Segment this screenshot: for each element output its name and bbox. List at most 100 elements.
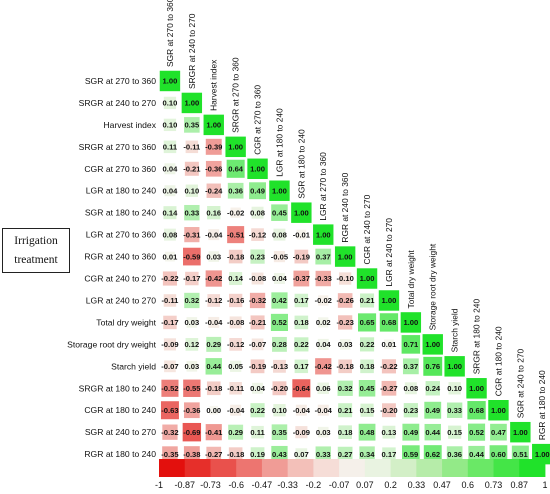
cell-value: 0.45 (360, 384, 376, 393)
cell-value: 0.32 (338, 384, 353, 393)
heatmap-cell (186, 361, 198, 372)
heatmap-cell (488, 400, 509, 421)
heatmap-cell (203, 114, 224, 136)
heatmap-cell (183, 446, 200, 463)
heatmap-cell (205, 270, 222, 287)
heatmap-cell (160, 401, 179, 420)
heatmap-cell (165, 251, 175, 262)
heatmap-cell (379, 313, 399, 332)
cell-value: -0.10 (336, 274, 353, 283)
heatmap-cell (315, 248, 332, 265)
cell-value: 0.01 (163, 252, 179, 261)
legend-swatch (390, 459, 417, 477)
cell-value: 0.22 (360, 340, 375, 349)
heatmap-cell (209, 405, 219, 415)
cell-value: -0.51 (227, 230, 245, 239)
heatmap-cell (295, 404, 307, 416)
cell-value: -0.16 (227, 296, 244, 305)
heatmap-cell (163, 96, 177, 110)
cell-value: 1.00 (382, 296, 397, 305)
heatmap-cell (315, 358, 332, 375)
legend-tick-label: -0.2 (306, 480, 322, 490)
cell-value: -0.37 (293, 274, 310, 283)
cell-value: 0.65 (360, 318, 376, 327)
legend-tick-label: 1 (542, 480, 547, 490)
cell-value: 0.16 (206, 208, 221, 217)
cell-value: 0.03 (184, 362, 199, 371)
row-label: CGR at 180 to 240 (84, 405, 156, 415)
cell-value: 0.10 (272, 406, 287, 415)
heatmap-cell (163, 206, 177, 220)
heatmap-cell (423, 356, 443, 376)
column-label: Starch yield (450, 308, 460, 352)
heatmap-cell (425, 381, 440, 396)
column-label: CGR at 180 to 240 (493, 326, 503, 396)
cell-value: 0.18 (338, 428, 353, 437)
cell-value: 0.08 (250, 208, 265, 217)
column-label: SGR at 240 to 270 (515, 348, 525, 418)
cell-value: 0.35 (272, 428, 288, 437)
cell-value: 1.00 (513, 428, 528, 437)
legend-swatch (339, 459, 366, 477)
cell-value: -0.35 (161, 450, 179, 459)
row-label: RGR at 240 to 360 (84, 252, 156, 262)
cell-value: 0.05 (228, 362, 244, 371)
heatmap-cell (184, 117, 200, 133)
cell-value: 0.44 (469, 450, 485, 459)
heatmap-cell (338, 425, 352, 439)
heatmap-cell (400, 312, 422, 333)
heatmap-cell (184, 227, 200, 243)
cell-value: -0.20 (271, 384, 288, 393)
cell-value: 0.21 (338, 406, 354, 415)
cell-value: 1.00 (272, 186, 287, 195)
cell-value: 0.52 (272, 318, 287, 327)
heatmap-cell (291, 202, 312, 223)
cell-value: 0.35 (184, 121, 200, 130)
legend-swatch (467, 459, 494, 477)
cell-value: -0.11 (183, 143, 201, 152)
heatmap-cell (313, 224, 334, 245)
cell-value: 0.32 (184, 296, 199, 305)
heatmap-cell (403, 403, 418, 418)
cell-value: -0.12 (249, 230, 266, 239)
cell-value: -0.64 (293, 384, 311, 393)
cell-value: 0.47 (491, 428, 506, 437)
heatmap-cell (250, 249, 265, 264)
cell-value: -0.17 (183, 274, 200, 283)
heatmap-cell (338, 315, 353, 330)
heatmap-cell (251, 228, 264, 241)
cell-value: 0.33 (447, 406, 462, 415)
heatmap-cell (422, 334, 443, 355)
column-label: LGR at 270 to 360 (318, 152, 328, 221)
row-label: Total dry weight (96, 317, 156, 327)
heatmap-cell (359, 446, 375, 462)
heatmap-cell (247, 158, 268, 179)
cell-value: 1.00 (403, 318, 418, 327)
heatmap-cell (273, 228, 286, 241)
cell-value: 0.04 (250, 384, 266, 393)
cell-value: -0.09 (293, 428, 310, 437)
heatmap-cell (229, 382, 242, 395)
heatmap-cell (249, 292, 266, 309)
cell-value: 0.08 (403, 384, 418, 393)
cell-value: 0.49 (250, 186, 265, 195)
cell-value: 0.68 (382, 318, 397, 327)
cell-value: 1.00 (447, 362, 462, 371)
cell-value: 0.44 (425, 428, 441, 437)
column-label: RGR at 180 to 240 (537, 370, 547, 440)
heatmap-cell (271, 292, 288, 309)
cell-value: 0.03 (206, 252, 221, 261)
cell-value: 0.08 (163, 230, 178, 239)
heatmap-cell (404, 382, 417, 395)
heatmap-cell (159, 70, 181, 92)
cell-value: 0.52 (469, 428, 484, 437)
heatmap-cell (205, 160, 222, 177)
cell-value: 0.29 (228, 428, 243, 437)
cell-value: 0.21 (360, 296, 376, 305)
heatmap-cell (315, 446, 331, 462)
legend-swatch (313, 459, 340, 477)
cell-value: 1.00 (206, 121, 221, 130)
cell-value: 0.04 (163, 164, 179, 173)
heatmap-cell (468, 445, 485, 463)
legend-tick-label: 0.6 (462, 480, 475, 490)
